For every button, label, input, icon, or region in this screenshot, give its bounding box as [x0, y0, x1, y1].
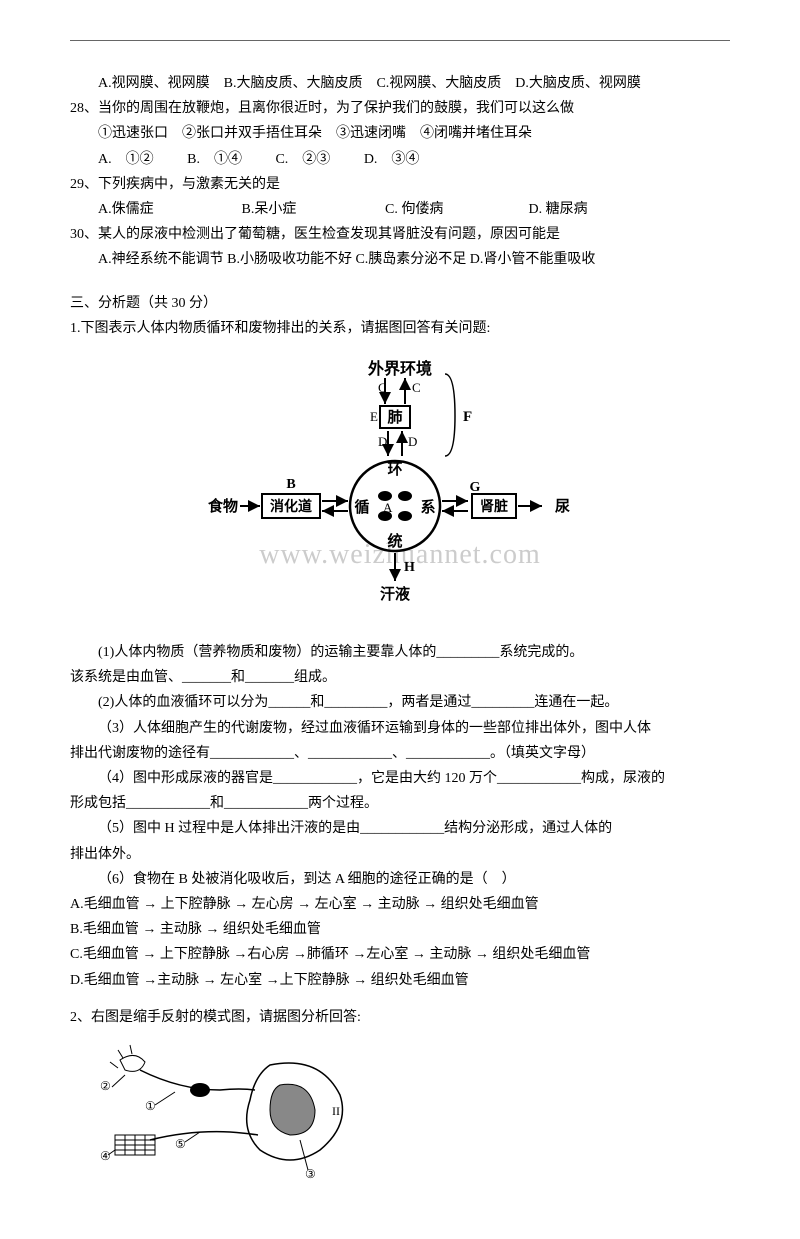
q30-options: A.神经系统不能调节 B.小肠吸收功能不好 C.胰岛素分泌不足 D.肾小管不能重…: [70, 247, 730, 272]
q27-options: A.视网膜、视网膜 B.大脑皮质、大脑皮质 C.视网膜、大脑皮质 D.大脑皮质、…: [70, 71, 730, 96]
q28-c: C. ②③: [275, 147, 330, 172]
d-huan: 循: [354, 498, 369, 516]
d-xun: 环: [387, 461, 402, 478]
d-g: G: [470, 480, 481, 495]
q28-d: D. ③④: [364, 147, 420, 172]
q29-options: A.侏儒症 B.呆小症 C. 佝偻病 D. 糖尿病: [98, 197, 730, 222]
q29-a: A.侏儒症: [98, 197, 208, 222]
q29-b: B.呆小症: [242, 197, 352, 222]
q28-b: B. ①④: [187, 147, 242, 172]
diagram-reflex: II ③ ② ① ⑤ ④: [90, 1040, 730, 1189]
q28-options: A. ①② B. ①④ C. ②③ D. ③④: [98, 147, 730, 172]
svg-text:④: ④: [100, 1149, 111, 1163]
sub6d: D.毛细血管 →主动脉 → 左心室 →上下腔静脉 → 组织处毛细血管: [70, 968, 730, 993]
sub6: （6）食物在 B 处被消化吸收后，到达 A 细胞的途径正确的是（ ）: [70, 867, 730, 892]
section3-title: 三、分析题（共 30 分）: [70, 291, 730, 316]
d-food: 食物: [208, 497, 238, 515]
d-f: F: [463, 409, 472, 425]
d-urine: 尿: [555, 498, 570, 515]
svg-text:③: ③: [305, 1167, 316, 1180]
d-lung: 肺: [387, 408, 402, 426]
d-b: B: [286, 477, 295, 492]
d-env: 外界环境: [367, 359, 432, 378]
svg-text:①: ①: [145, 1099, 156, 1113]
svg-text:②: ②: [100, 1079, 111, 1093]
d-kidney: 肾脏: [480, 498, 508, 515]
sub4a: （4）图中形成尿液的器官是____________，它是由大约 120 万个__…: [70, 766, 730, 791]
sub5b: 排出体外。: [70, 842, 730, 867]
q29-c: C. 佝偻病: [385, 197, 495, 222]
svg-text:⑤: ⑤: [175, 1137, 186, 1151]
d-digest: 消化道: [270, 498, 312, 515]
d-d2: D: [408, 434, 417, 449]
sub4b: 形成包括____________和____________两个过程。: [70, 791, 730, 816]
sub5a: （5）图中 H 过程中是人体排出汗液的是由____________结构分泌形成，…: [70, 816, 730, 841]
q2-stem: 2、右图是缩手反射的模式图，请据图分析回答:: [70, 1005, 730, 1030]
d-xi: 系: [420, 499, 435, 516]
sub6c: C.毛细血管 → 上下腔静脉 →右心房 →肺循环 →左心室 → 主动脉 → 组织…: [70, 942, 730, 967]
d-e: E: [370, 409, 378, 424]
sub6b: B.毛细血管 → 主动脉 → 组织处毛细血管: [70, 917, 730, 942]
sub1b: 该系统是由血管、_______和_______组成。: [70, 665, 730, 690]
q28-a: A. ①②: [98, 147, 154, 172]
d-tong: 统: [387, 532, 402, 550]
sub2: (2)人体的血液循环可以分为______和_________，两者是通过____…: [70, 690, 730, 715]
sub3b: 排出代谢废物的途径有____________、____________、____…: [70, 741, 730, 766]
sub3a: （3）人体细胞产生的代谢废物，经过血液循环运输到身体的一些部位排出体外，图中人体: [70, 716, 730, 741]
svg-text:II: II: [332, 1104, 340, 1118]
top-rule: [70, 40, 730, 41]
s3-q1-stem: 1.下图表示人体内物质循环和废物排出的关系，请据图回答有关问题:: [70, 316, 730, 341]
sub6a: A.毛细血管 → 上下腔静脉 → 左心房 → 左心室 → 主动脉 → 组织处毛细…: [70, 892, 730, 917]
d-d1: D: [378, 434, 387, 449]
q30-stem: 30、某人的尿液中检测出了葡萄糖，医生检查发现其肾脏没有问题，原因可能是: [70, 222, 730, 247]
q29-d: D. 糖尿病: [529, 197, 588, 222]
d-sweat: 汗液: [380, 585, 411, 603]
d-c2: C: [412, 380, 421, 395]
q29-stem: 29、下列疾病中，与激素无关的是: [70, 172, 730, 197]
sub1a: (1)人体内物质（营养物质和废物）的运输主要靠人体的_________系统完成的…: [70, 640, 730, 665]
d-h: H: [404, 560, 415, 575]
diagram-circulation: 外界环境 C C E 肺 F D D 环 循 系 统 A 食物 消化道 B G …: [70, 356, 730, 625]
q28-stem: 28、当你的周围在放鞭炮，且离你很近时，为了保护我们的鼓膜，我们可以这么做: [70, 96, 730, 121]
q28-items: ①迅速张口 ②张口并双手捂住耳朵 ③迅速闭嘴 ④闭嘴并堵住耳朵: [70, 121, 730, 146]
